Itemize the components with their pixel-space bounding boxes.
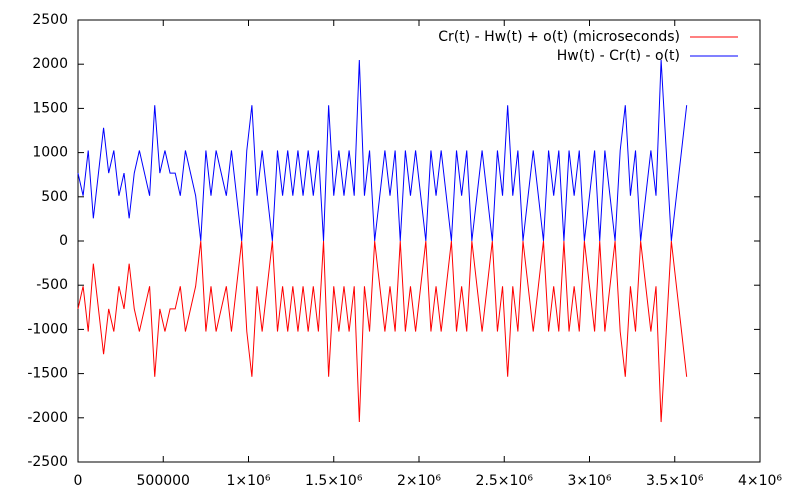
- y-tick-label: 2000: [32, 56, 68, 72]
- x-tick-label: 4×10⁶: [738, 473, 782, 489]
- x-tick-label: 2×10⁶: [397, 473, 441, 489]
- y-tick-label: 2500: [32, 12, 68, 28]
- x-tick-label: 3.5×10⁶: [646, 473, 704, 489]
- y-tick-label: -1500: [27, 366, 68, 382]
- y-tick-label: 0: [59, 233, 68, 249]
- x-tick-label: 0: [74, 473, 83, 489]
- y-tick-label: -2000: [27, 410, 68, 426]
- y-tick-label: -2500: [27, 454, 68, 470]
- legend-label: Hw(t) - Cr(t) - o(t): [557, 48, 680, 64]
- y-tick-label: 1000: [32, 145, 68, 161]
- y-tick-label: -500: [36, 277, 68, 293]
- x-tick-label: 3×10⁶: [567, 473, 611, 489]
- plot-frame: [77, 19, 761, 463]
- x-tick-label: 2.5×10⁶: [476, 473, 534, 489]
- x-tick-label: 1.5×10⁶: [305, 473, 363, 489]
- x-tick-label: 1×10⁶: [226, 473, 270, 489]
- x-tick-label: 500000: [137, 473, 190, 489]
- series-line: [77, 59, 688, 242]
- y-tick-label: 500: [41, 189, 68, 205]
- y-tick-label: 1500: [32, 100, 68, 116]
- legend-label: Cr(t) - Hw(t) + o(t) (microseconds): [438, 29, 680, 45]
- series-line: [77, 240, 688, 423]
- y-tick-label: -1000: [27, 321, 68, 337]
